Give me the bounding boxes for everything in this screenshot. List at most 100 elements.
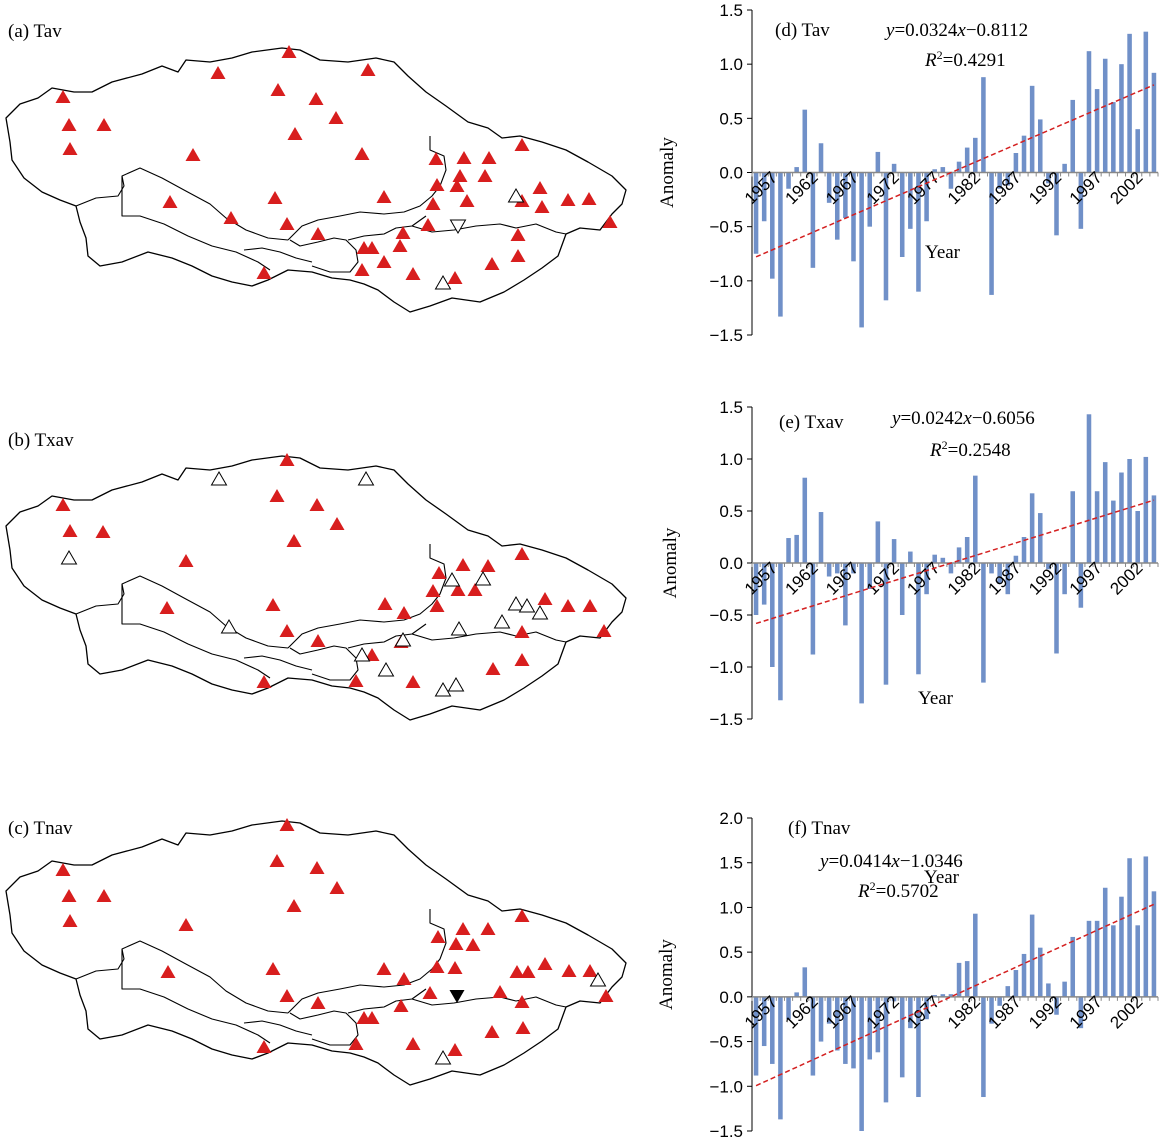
x-tick-label: 1992 <box>1025 992 1065 1032</box>
bar <box>948 172 954 189</box>
trend-equation: y=0.0324x−0.8112 <box>884 20 1028 41</box>
bar <box>1151 891 1157 997</box>
bar <box>973 137 978 173</box>
x-tick-label: 2002 <box>1106 558 1146 598</box>
bar <box>908 551 913 563</box>
bar <box>997 996 1002 1006</box>
bar <box>1094 89 1100 173</box>
bar <box>843 172 848 218</box>
bar <box>753 172 759 254</box>
x-tick-label: 1992 <box>1025 558 1065 598</box>
bar <box>1013 153 1019 173</box>
bar <box>932 995 937 997</box>
bar <box>973 913 978 997</box>
x-tick-label: 1997 <box>1066 168 1106 208</box>
bar <box>851 563 856 574</box>
y-axis-label: Anomaly <box>656 939 677 1010</box>
bar <box>851 172 856 262</box>
trend-equation: y=0.0414x−1.0346 <box>818 851 963 872</box>
y-tick-label: 0.5 <box>719 109 743 128</box>
bar <box>1005 172 1011 186</box>
bar <box>826 996 832 1024</box>
bar <box>843 996 848 1064</box>
bar <box>932 554 937 563</box>
y-tick-label: 0.0 <box>719 988 743 1007</box>
bar <box>916 563 921 675</box>
bar <box>1029 914 1035 997</box>
bar <box>794 534 799 563</box>
bar <box>956 547 962 563</box>
bar <box>997 563 1002 584</box>
bar <box>1029 493 1035 563</box>
bar <box>1102 462 1108 563</box>
x-tick-label: 1962 <box>782 558 822 598</box>
bar <box>802 477 808 563</box>
bar <box>802 967 808 997</box>
bar <box>1135 129 1140 173</box>
y-tick-label: 1.5 <box>719 1 743 20</box>
bar <box>1062 163 1067 173</box>
bar <box>859 563 864 704</box>
r-squared-label: R2=0.5702 <box>857 879 939 902</box>
bar <box>940 557 946 563</box>
bar <box>1070 936 1076 997</box>
y-tick-label: 0.5 <box>719 502 743 521</box>
bar <box>1094 491 1100 563</box>
bar <box>1078 996 1084 1029</box>
bar <box>1127 33 1132 173</box>
x-tick-label: 2002 <box>1106 168 1146 208</box>
y-axis-label: Anomaly <box>657 137 678 208</box>
map-panel-a: (a) Tav <box>5 21 627 313</box>
bar <box>1127 459 1132 563</box>
bar <box>948 994 954 997</box>
bar <box>867 172 873 227</box>
y-tick-label: 0.0 <box>719 164 743 183</box>
bar <box>916 996 921 1098</box>
region-map-outline <box>5 455 627 721</box>
bar <box>1037 513 1043 563</box>
bar <box>1111 500 1116 563</box>
trend-equation: y=0.0242x−0.6056 <box>890 408 1035 429</box>
bar <box>989 563 994 574</box>
y-tick-label: −1.0 <box>709 658 743 677</box>
bar <box>981 77 986 173</box>
bar <box>770 996 775 1064</box>
map-panel-c: (c) Tnav <box>5 818 627 1086</box>
x-tick-label: 1957 <box>741 992 781 1032</box>
bar <box>794 167 799 173</box>
bar <box>1111 102 1116 173</box>
bar <box>1143 856 1149 997</box>
bar <box>964 961 970 997</box>
bar <box>973 475 978 563</box>
bar <box>989 996 994 1024</box>
x-tick-label: 1992 <box>1025 168 1065 208</box>
bar <box>1021 953 1027 997</box>
bar <box>851 996 856 1069</box>
y-tick-label: 0.5 <box>719 943 743 962</box>
bar <box>786 538 791 563</box>
r-squared-label: R2=0.4291 <box>924 48 1006 71</box>
bar <box>826 563 832 577</box>
bar <box>1062 563 1067 595</box>
bar <box>761 996 767 1047</box>
bar <box>916 172 921 292</box>
bar <box>867 563 873 589</box>
bar <box>770 172 775 279</box>
bar <box>932 169 937 173</box>
trend-line <box>755 903 1155 1087</box>
x-tick-label: 1957 <box>741 558 781 598</box>
bar <box>1111 925 1116 997</box>
bar <box>834 563 840 574</box>
bar <box>810 563 816 655</box>
bar <box>834 996 840 1051</box>
bar <box>859 172 864 328</box>
y-axis-label: Anomaly <box>660 527 681 598</box>
bar <box>786 172 791 189</box>
bar <box>818 996 824 1042</box>
bar <box>867 996 873 1060</box>
map-panel-label: (c) Tnav <box>8 818 73 839</box>
bar <box>924 172 929 222</box>
map-panel-label: (a) Tav <box>8 21 62 42</box>
